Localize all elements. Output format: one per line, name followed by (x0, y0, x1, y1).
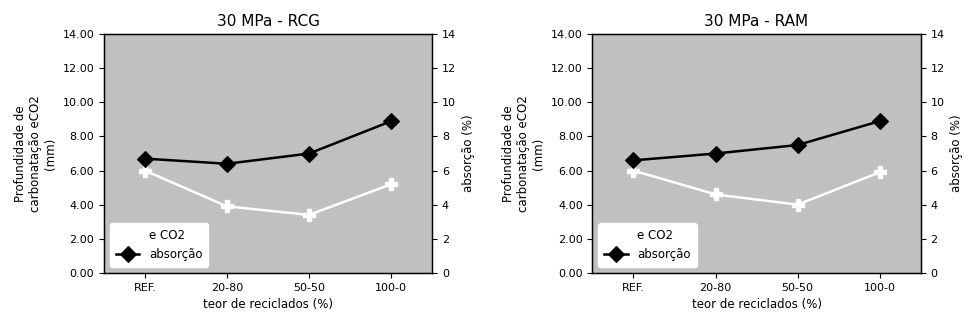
Line: e CO2: e CO2 (628, 165, 885, 210)
e CO2 (303, 213, 315, 217)
e CO2 (221, 204, 233, 208)
X-axis label: teor de reciclados (%): teor de reciclados (%) (203, 298, 333, 311)
X-axis label: teor de reciclados (%): teor de reciclados (%) (692, 298, 822, 311)
Line: absorção: absorção (628, 116, 885, 166)
e CO2 (627, 169, 639, 173)
Title: 30 MPa - RCG: 30 MPa - RCG (217, 14, 319, 29)
absorção (873, 119, 885, 123)
absorção (627, 158, 639, 162)
Line: e CO2: e CO2 (140, 165, 397, 220)
e CO2 (709, 192, 721, 196)
e CO2 (139, 169, 150, 173)
Title: 30 MPa - RAM: 30 MPa - RAM (704, 14, 809, 29)
e CO2 (873, 170, 885, 174)
Y-axis label: Profundidade de
carbonatação eCO2
(mm): Profundidade de carbonatação eCO2 (mm) (502, 95, 545, 212)
Y-axis label: absorção (%): absorção (%) (950, 115, 963, 192)
absorção (139, 157, 150, 161)
absorção (221, 162, 233, 166)
Legend: e CO2, absorção: e CO2, absorção (109, 223, 208, 267)
Line: absorção: absorção (140, 116, 397, 169)
Y-axis label: Profundidade de
carbonatação eCO2
(mm): Profundidade de carbonatação eCO2 (mm) (14, 95, 57, 212)
absorção (385, 119, 397, 123)
absorção (709, 151, 721, 155)
e CO2 (791, 203, 803, 207)
absorção (303, 151, 315, 155)
e CO2 (385, 182, 397, 186)
absorção (791, 143, 803, 147)
Legend: e CO2, absorção: e CO2, absorção (598, 223, 697, 267)
Y-axis label: absorção (%): absorção (%) (461, 115, 475, 192)
